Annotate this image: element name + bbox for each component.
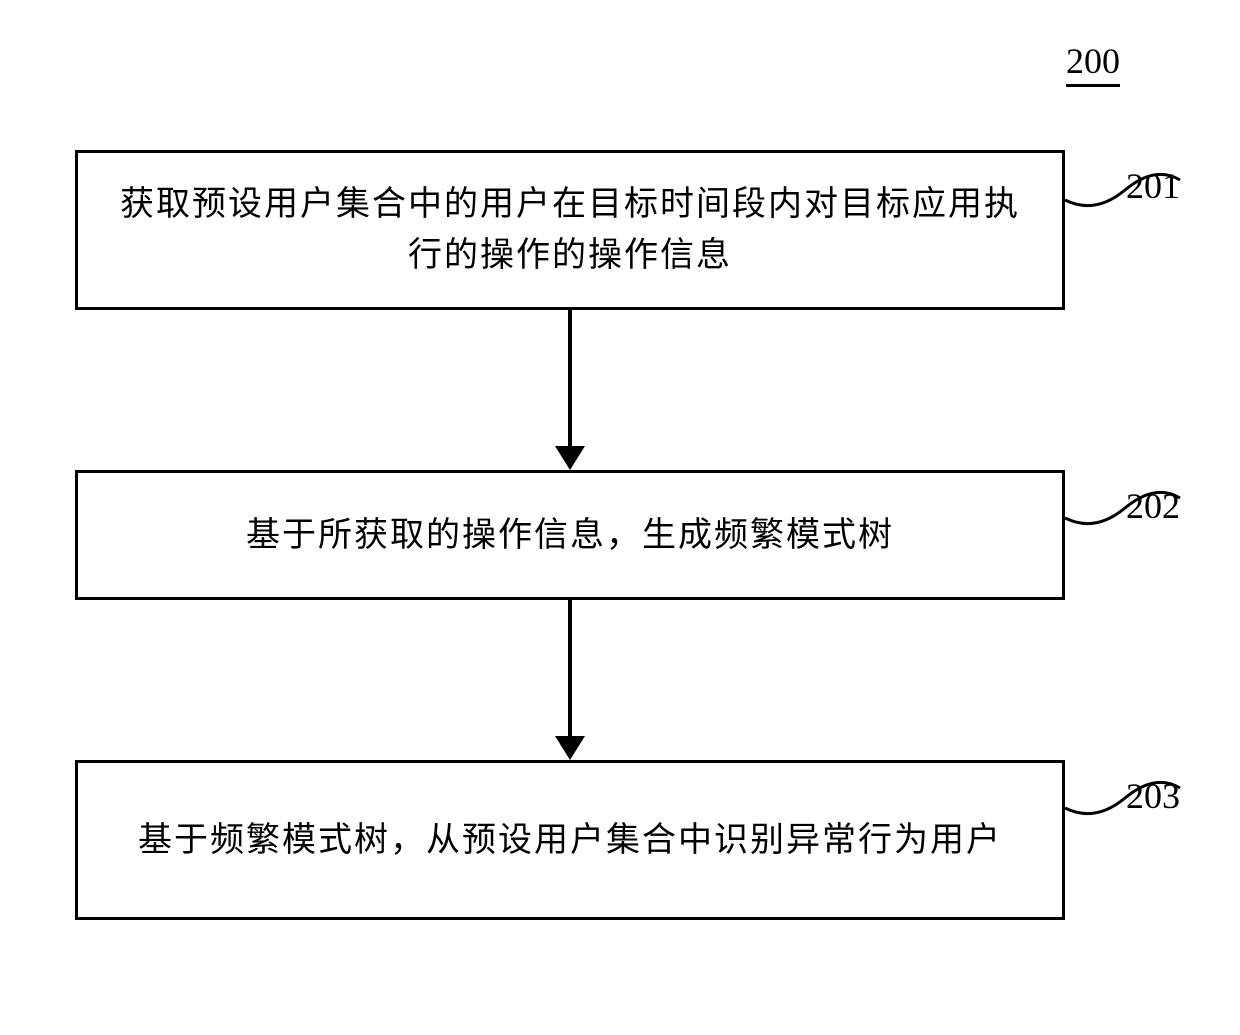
step-label-201: 201 (1126, 165, 1180, 207)
step-text: 基于频繁模式树，从预设用户集合中识别异常行为用户 (138, 815, 1002, 866)
flowchart-step-202: 基于所获取的操作信息，生成频繁模式树 (75, 470, 1065, 600)
step-text: 基于所获取的操作信息，生成频繁模式树 (246, 510, 894, 561)
step-text: 获取预设用户集合中的用户在目标时间段内对目标应用执行的操作的操作信息 (108, 179, 1032, 281)
flowchart-step-201: 获取预设用户集合中的用户在目标时间段内对目标应用执行的操作的操作信息 (75, 150, 1065, 310)
step-label-203: 203 (1126, 775, 1180, 817)
arrowhead-icon (555, 446, 585, 470)
flowchart-container: 200 获取预设用户集合中的用户在目标时间段内对目标应用执行的操作的操作信息 2… (0, 0, 1240, 1035)
arrow-line-icon (568, 600, 572, 740)
arrow-line-icon (568, 310, 572, 450)
arrowhead-icon (555, 736, 585, 760)
step-label-202: 202 (1126, 485, 1180, 527)
diagram-title-number: 200 (1066, 40, 1120, 87)
flowchart-step-203: 基于频繁模式树，从预设用户集合中识别异常行为用户 (75, 760, 1065, 920)
